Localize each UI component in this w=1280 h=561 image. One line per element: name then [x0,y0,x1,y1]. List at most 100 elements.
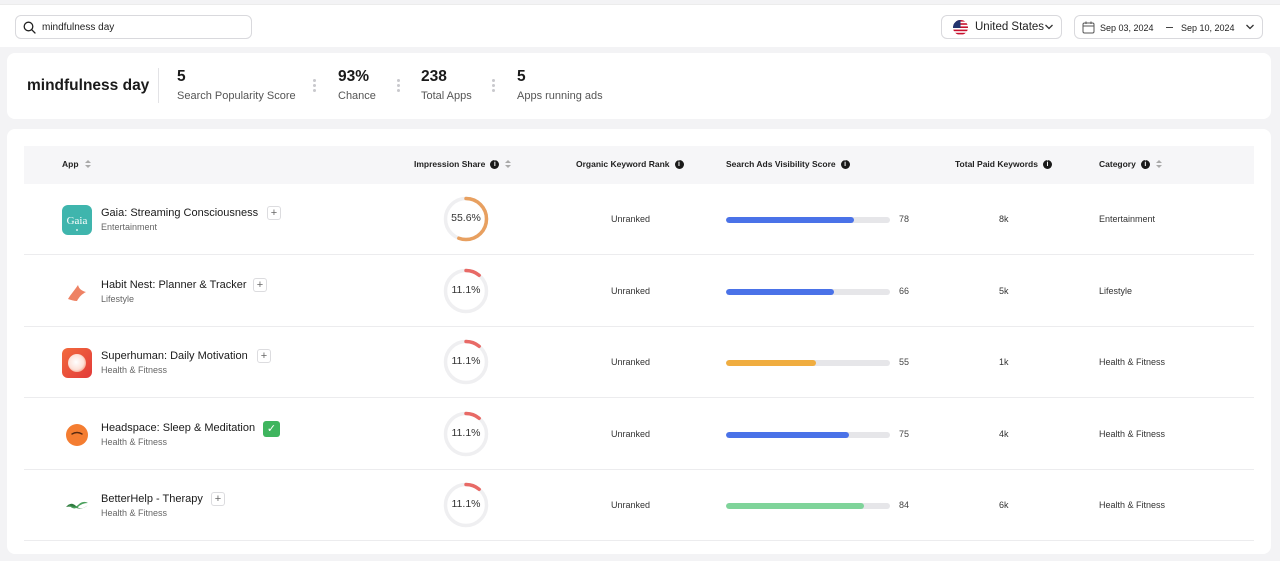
app-name[interactable]: BetterHelp - Therapy [101,493,203,505]
betterhelp-app-icon[interactable] [62,491,92,521]
date-end: Sep 10, 2024 [1181,23,1235,33]
stat-value: 238 [421,68,447,85]
stat-total-apps: 238 Total Apps [421,68,472,102]
paid-keywords-value: 5k [999,285,1009,296]
app-name[interactable]: Gaia: Streaming Consciousness [101,207,259,219]
us-flag-icon [953,20,968,35]
chevron-down-icon [1045,24,1053,30]
app-name[interactable]: Superhuman: Daily Motivation [101,350,248,362]
sort-icon[interactable] [84,159,91,169]
date-start: Sep 03, 2024 [1100,23,1154,33]
top-bar: United States Sep 03, 2024 Sep 10, 2024 [0,4,1280,47]
info-icon[interactable]: i [1140,159,1150,169]
gaia-logo-text: Gaia [67,215,88,227]
organic-rank: Unranked [611,357,651,367]
country-label: United States [975,21,1045,33]
info-icon[interactable]: i [1042,159,1052,169]
visibility-score-fill [726,503,864,509]
category-value: Health & Fitness [1099,357,1166,367]
impression-share-arc [443,482,489,528]
superhuman-app-icon[interactable] [62,348,92,378]
info-icon[interactable]: i [840,159,850,169]
stat-chance: 93% Chance [338,68,376,102]
impression-share-arc [443,411,489,456]
stat-value: 5 [177,68,186,85]
column-header-ads-visibility: Search Ads Visibility Score i [726,159,850,169]
app-name[interactable]: Headspace: Sleep & Meditation [101,421,256,434]
category-value: Health & Fitness [1099,500,1166,510]
add-icon[interactable]: + [253,277,267,292]
info-icon[interactable]: i [490,159,500,169]
table-row[interactable]: Gaia Gaia: Streaming Consciousness Enterta… [24,184,1254,255]
tracked-check-icon[interactable]: ✓ [263,420,280,437]
stat-label: Apps running ads [517,90,603,102]
column-header-app[interactable]: App [62,159,91,169]
app-category: Entertainment [101,222,158,232]
impression-share-arc [443,339,489,385]
app-category: Health & Fitness [101,436,168,447]
header-label: Category [1099,159,1136,169]
impression-share-ring: 11.1% [442,410,490,458]
stat-divider [397,79,400,94]
keyword-summary: mindfulness day 5 Search Popularity Scor… [7,53,1271,119]
date-range-picker[interactable]: Sep 03, 2024 Sep 10, 2024 [1074,15,1263,39]
date-separator [1166,27,1173,28]
impression-share-value: 11.1% [451,498,481,510]
stat-value: 93% [338,68,370,85]
country-select[interactable]: United States [941,15,1062,39]
category-value: Health & Fitness [1099,428,1166,439]
sort-icon[interactable] [505,159,512,169]
apps-table: App Impression Share i Organic Keyword Ra… [7,129,1271,554]
paid-keywords-value: 1k [999,357,1009,367]
impression-share-value: 55.6% [451,212,481,224]
impression-share-arc [443,196,489,242]
header-label: Impression Share [414,159,486,169]
table-row[interactable]: BetterHelp - Therapy Health & Fitness +11.… [24,470,1254,541]
search-input[interactable] [42,19,242,35]
visibility-score-bar [726,288,890,295]
search-icon [23,21,36,34]
add-icon[interactable]: + [211,492,225,506]
table-row[interactable]: Headspace: Sleep & Meditation Health & Fi… [24,399,1254,470]
chevron-down-icon [1246,24,1254,30]
add-icon[interactable]: + [267,206,281,220]
visibility-score-fill [726,431,849,438]
paid-keywords-value: 8k [999,214,1009,224]
impression-share-value: 11.1% [451,283,481,296]
visibility-score-fill [726,288,835,295]
organic-rank: Unranked [611,500,651,510]
headspace-app-icon[interactable] [62,419,92,450]
category-value: Entertainment [1099,214,1156,224]
stat-apps-running-ads: 5 Apps running ads [517,68,603,102]
visibility-score-value: 78 [899,214,910,224]
organic-rank: Unranked [611,285,651,296]
impression-share-value: 11.1% [451,426,481,439]
gaia-app-icon[interactable]: Gaia [62,205,92,235]
stat-divider [492,79,495,94]
app-name[interactable]: Habit Nest: Planner & Tracker [101,278,247,291]
visibility-score-fill [726,217,854,223]
add-icon[interactable]: + [257,349,271,363]
organic-rank: Unranked [611,214,651,224]
column-header-category[interactable]: Category i [1099,159,1162,169]
app-category: Lifestyle [101,293,135,304]
table-header: App Impression Share i Organic Keyword Ra… [24,146,1254,184]
habit-nest-app-icon[interactable] [62,276,92,307]
header-label: Total Paid Keywords [955,159,1038,169]
table-row[interactable]: Habit Nest: Planner & Tracker Lifestyle +1… [24,256,1254,327]
info-icon[interactable]: i [674,159,684,169]
stat-label: Chance [338,90,376,102]
sort-icon[interactable] [1155,159,1162,169]
calendar-icon [1082,21,1095,34]
visibility-score-bar [726,503,890,509]
column-header-impression-share[interactable]: Impression Share i [414,159,512,169]
impression-share-ring: 11.1% [442,481,490,529]
paid-keywords-value: 4k [999,428,1009,439]
search-box[interactable] [15,15,252,39]
stat-value: 5 [517,68,526,85]
impression-share-value: 11.1% [451,355,481,367]
table-row[interactable]: Superhuman: Daily Motivation Health & Fit… [24,327,1254,398]
visibility-score-fill [726,360,817,366]
stat-divider [313,79,316,94]
impression-share-ring: 11.1% [442,338,490,386]
